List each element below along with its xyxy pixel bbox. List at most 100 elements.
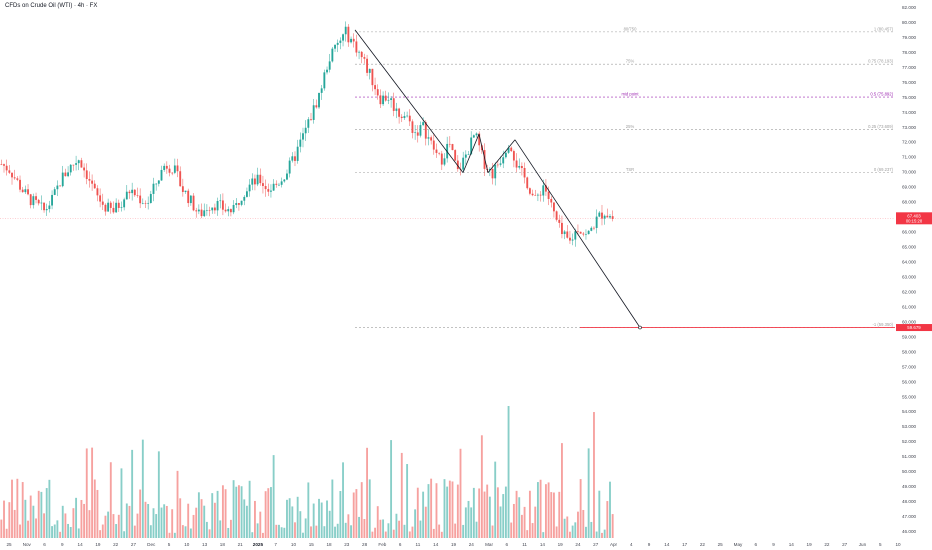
volume-bar — [75, 497, 78, 538]
candle-body — [507, 147, 510, 153]
volume-bar — [232, 480, 235, 538]
volume-bar — [523, 506, 526, 538]
candle-body — [440, 153, 443, 165]
candle-body — [520, 166, 523, 169]
volume-bar — [221, 485, 224, 538]
volume-bar — [472, 487, 475, 538]
time-tick-label: 9 — [772, 542, 775, 547]
time-tick-label: Jun — [859, 542, 867, 547]
volume-bar — [328, 510, 331, 538]
candle-body — [400, 116, 403, 119]
candle-body — [192, 195, 195, 211]
volume-bar — [315, 525, 318, 538]
volume-bar — [512, 503, 515, 538]
volume-bar — [374, 527, 377, 538]
time-tick-label: 28 — [362, 542, 368, 547]
candle-body — [93, 183, 96, 189]
candle-body — [523, 168, 526, 178]
candle-body — [443, 158, 446, 165]
candle-body — [536, 194, 539, 196]
volume-bar — [302, 532, 304, 538]
volume-bar — [504, 486, 507, 538]
candle-body — [235, 203, 238, 205]
candle-body — [27, 189, 29, 195]
volume-bar — [539, 479, 542, 538]
volume-bar — [398, 520, 401, 538]
volume-bar — [304, 518, 307, 538]
volume-bar — [5, 528, 8, 538]
volume-bar — [128, 505, 131, 538]
candle-body — [371, 68, 374, 86]
candle-body — [395, 108, 398, 111]
volume-bar — [518, 497, 521, 538]
time-tick-label: 5 — [168, 542, 171, 547]
candle-body — [155, 183, 158, 185]
candle-body — [91, 180, 94, 184]
price-tick-label: 53.000 — [902, 424, 916, 429]
candle-body — [246, 191, 248, 197]
volume-bar — [424, 506, 427, 538]
time-tick-label: 23 — [344, 542, 350, 547]
volume-bar — [422, 491, 425, 538]
volume-bar — [208, 529, 211, 538]
candle-body — [475, 133, 478, 136]
candle-body — [464, 154, 467, 158]
time-tick-label: 6 — [399, 542, 402, 547]
volume-bar — [248, 480, 251, 538]
candle-body — [136, 195, 139, 196]
candle-body — [534, 195, 537, 196]
volume-bar — [435, 483, 438, 538]
price-tick-label: 78.000 — [902, 50, 916, 55]
trend-segment — [487, 139, 516, 173]
candle-body — [67, 172, 70, 177]
candle-body — [149, 193, 152, 203]
candle-body — [53, 189, 56, 195]
time-tick-label: 13 — [202, 542, 208, 547]
candle-body — [326, 69, 328, 73]
time-tick-label: 10 — [184, 542, 190, 547]
candle-body — [139, 195, 142, 204]
price-tick-label: 75.000 — [902, 95, 916, 100]
candle-body — [488, 169, 491, 171]
volume-bar — [347, 514, 350, 538]
candle-body — [606, 215, 609, 218]
time-axis[interactable]: 25 Nov 6 9 14 19 22 27 Dec 5 10 13 18 21 2025 7 10 15 18 23… — [6, 542, 901, 547]
price-tick-label: 66.000 — [902, 230, 916, 235]
candle-body — [251, 178, 254, 185]
candle-body — [59, 185, 61, 187]
trend-drawing[interactable] — [354, 29, 642, 330]
candle-body — [128, 191, 131, 194]
candle-body — [85, 170, 88, 180]
volume-bar — [107, 511, 110, 538]
target-price-value: 59.679 — [907, 325, 921, 330]
candle-body — [491, 169, 494, 179]
chart-title: CFDs on Crude Oil (WTI) · 4h · FX — [5, 3, 98, 9]
candle-body — [323, 72, 326, 89]
price-tick-label: 55.000 — [902, 394, 916, 399]
volume-bar — [310, 526, 312, 538]
volume-bar — [507, 406, 510, 538]
volume-bar — [366, 447, 368, 538]
volume-bar — [125, 503, 128, 538]
volume-bar — [264, 491, 267, 538]
candle-body — [331, 48, 334, 62]
volume-bars — [0, 406, 614, 538]
candle-body — [168, 168, 171, 173]
volume-bar — [363, 519, 366, 538]
time-tick-label: 22 — [113, 542, 119, 547]
volume-bar — [254, 500, 256, 538]
candle-body — [40, 202, 43, 204]
time-tick-label: 27 — [842, 542, 848, 547]
candle-body — [232, 204, 235, 213]
price-axis[interactable]: 82.000 80.000 79.000 78.000 77.000 76.000 75.0… — [902, 5, 916, 534]
candle-body — [133, 189, 136, 196]
candle-body — [598, 212, 601, 217]
candle-body — [96, 188, 99, 196]
volume-bar — [358, 516, 360, 538]
candle-body — [184, 190, 187, 192]
candle-body — [224, 209, 227, 212]
candle-body — [117, 202, 120, 208]
volume-bar — [440, 531, 443, 538]
volume-bar — [213, 502, 216, 538]
